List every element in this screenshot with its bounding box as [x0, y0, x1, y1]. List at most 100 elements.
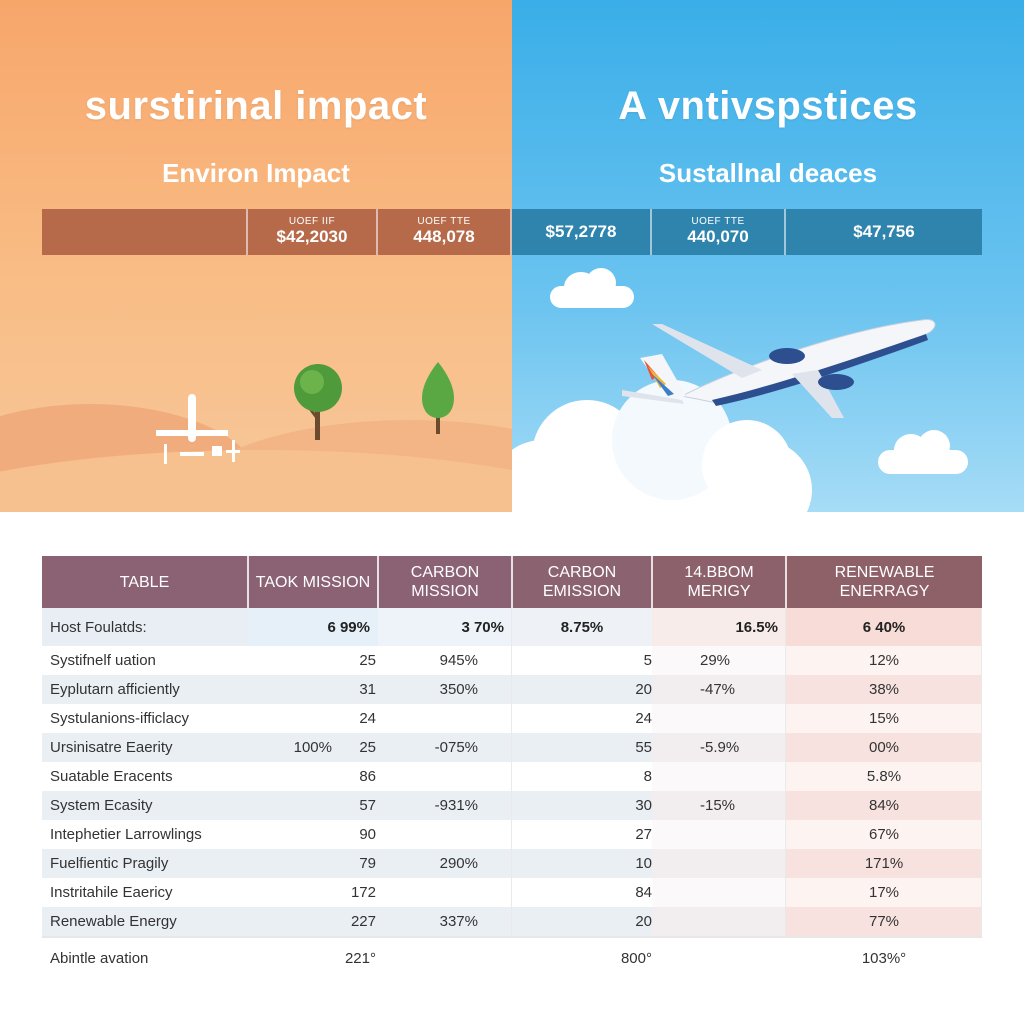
table-row: Instritahile Eaericy 172 84 17% — [42, 878, 982, 907]
row-label: System Ecasity — [42, 791, 248, 820]
table-cell — [652, 878, 786, 907]
table-cell — [652, 907, 786, 937]
row-label: Suatable Eracents — [42, 762, 248, 791]
table-cell: 77% — [786, 907, 982, 937]
table-cell — [378, 878, 512, 907]
summary-cell — [42, 209, 248, 255]
impact-table: TABLE TAOK MISSION CARBON MISSION CARBON… — [42, 556, 982, 978]
table-cell: 90 — [248, 820, 378, 849]
column-header: RENEWABLE ENERRAGY — [786, 556, 982, 608]
table-cell: 24 — [248, 704, 378, 733]
table-cell: 20 — [512, 675, 652, 704]
row-label: Systulanions-ifficlacy — [42, 704, 248, 733]
table-cell: 5 — [512, 646, 652, 675]
summary-cell-value: $47,756 — [853, 222, 915, 241]
left-panel-title: surstirinal impact — [84, 84, 428, 128]
summary-cell-value: 448,078 — [413, 227, 475, 246]
parked-airplane-icon — [156, 394, 240, 464]
row-label: Renewable Energy — [42, 907, 248, 937]
cell-value: 172 — [350, 884, 376, 901]
table-cell: -075% — [378, 733, 512, 762]
cloud-small-right — [878, 430, 968, 474]
left-panel: surstirinal impact Environ Impact — [0, 0, 512, 512]
table-cell: 27 — [512, 820, 652, 849]
row-label: Abintle avation — [42, 936, 248, 978]
summary-cell: UOEF TTE 440,070 — [652, 209, 786, 255]
table-cell: 84 — [512, 878, 652, 907]
summary-cell-caption: UOEF IIF — [288, 216, 336, 227]
table-cell — [652, 936, 786, 978]
table-cell: 3 70% — [378, 608, 512, 646]
table-cell: 103%° — [786, 936, 982, 978]
summary-cell-value: 440,070 — [687, 227, 749, 246]
table-row: Renewable Energy 227 337% 20 77% — [42, 907, 982, 937]
table-row: Ursinisatre Eaerity 100% 25 -075% 55 -5.9% 00% — [42, 733, 982, 762]
table-cell: 227 — [248, 907, 378, 937]
right-panel: A vntivspstices Sustallnal deaces — [512, 0, 1024, 512]
table-cell: 17% — [786, 878, 982, 907]
right-panel-title: A vntivspstices — [618, 84, 918, 128]
row-label: Ursinisatre Eaerity — [42, 733, 248, 762]
row-label: Eyplutarn afficiently — [42, 675, 248, 704]
table-cell: 30 — [512, 791, 652, 820]
cell-value: 25 — [359, 739, 376, 756]
column-header: TAOK MISSION — [248, 556, 379, 608]
table-cell: 10 — [512, 849, 652, 878]
row-label: Instritahile Eaericy — [42, 878, 248, 907]
table-cell — [378, 936, 512, 978]
table-cell: 100% 25 — [248, 733, 378, 762]
summary-cell-value: $42,2030 — [276, 227, 348, 246]
cell-value: 31 — [359, 681, 376, 698]
right-panel-subtitle: Sustallnal deaces — [658, 158, 878, 188]
table-cell: 57 — [248, 791, 378, 820]
row-label: Host Foulatds: — [42, 608, 248, 646]
table-cell: 8 — [512, 762, 652, 791]
summary-cell: UOEF TTE 448,078 — [378, 209, 512, 255]
table-cell: 86 — [248, 762, 378, 791]
summary-cell: $57,2778 — [512, 209, 652, 255]
tree-cone-icon — [422, 362, 454, 434]
table-cell: 945% — [378, 646, 512, 675]
table-footer-row: Abintle avation 221° 800° 103%° — [42, 936, 982, 978]
table-cell — [652, 849, 786, 878]
airplane-icon — [622, 319, 936, 418]
summary-cell-caption: UOEF TTE — [691, 216, 745, 227]
column-header: CARBON MISSION — [378, 556, 513, 608]
table-cell: 5.8% — [786, 762, 982, 791]
cell-value: 227 — [350, 913, 376, 930]
summary-cell: $47,756 — [786, 209, 982, 255]
table-cell — [378, 704, 512, 733]
table-cell: 25 — [248, 646, 378, 675]
hero-banner: surstirinal impact Environ Impact — [0, 0, 1024, 512]
row-label: Systifnelf uation — [42, 646, 248, 675]
table-cell: 31 — [248, 675, 378, 704]
table-cell — [652, 820, 786, 849]
table-cell: 6 40% — [786, 608, 982, 646]
row-label: Fuelfientic Pragily — [42, 849, 248, 878]
table-cell — [652, 762, 786, 791]
table-cell: 15% — [786, 704, 982, 733]
table-cell: 79 — [248, 849, 378, 878]
cell-value: 86 — [359, 768, 376, 785]
table-cell: 84% — [786, 791, 982, 820]
table-cell — [652, 704, 786, 733]
column-header: TABLE — [42, 556, 249, 608]
table-row: Fuelfientic Pragily 79 290% 10 171% — [42, 849, 982, 878]
cell-value: 24 — [359, 710, 376, 727]
dune-front — [0, 450, 512, 512]
table-cell: 12% — [786, 646, 982, 675]
table-cell: 221° — [248, 936, 378, 978]
table-cell: 67% — [786, 820, 982, 849]
table-row: System Ecasity 57 -931% 30 -15% 84% — [42, 791, 982, 820]
table-cell: 24 — [512, 704, 652, 733]
table-cell: -47% — [652, 675, 786, 704]
cell-value: 90 — [359, 826, 376, 843]
row-label: Intephetier Larrowlings — [42, 820, 248, 849]
left-panel-subtitle: Environ Impact — [162, 158, 350, 188]
cell-value: 79 — [359, 855, 376, 872]
summary-cell-caption: UOEF TTE — [417, 216, 471, 227]
table-cell: 337% — [378, 907, 512, 937]
summary-bar: UOEF IIF $42,2030 UOEF TTE 448,078 $57,2… — [42, 209, 982, 255]
table-cell: 290% — [378, 849, 512, 878]
table-cell: 6 99% — [248, 608, 378, 646]
